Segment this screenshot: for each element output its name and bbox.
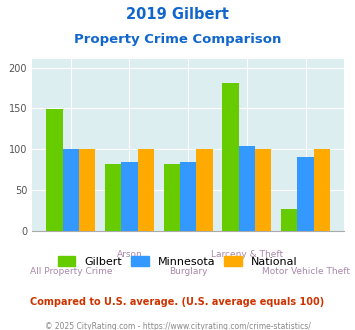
Text: Larceny & Theft: Larceny & Theft <box>211 250 283 259</box>
Bar <box>222 83 239 231</box>
Text: All Property Crime: All Property Crime <box>29 267 112 276</box>
Text: Arson: Arson <box>116 250 142 259</box>
Bar <box>164 164 180 231</box>
Bar <box>46 109 62 231</box>
Bar <box>314 149 330 231</box>
Legend: Gilbert, Minnesota, National: Gilbert, Minnesota, National <box>58 255 297 267</box>
Text: 2019 Gilbert: 2019 Gilbert <box>126 7 229 21</box>
Text: © 2025 CityRating.com - https://www.cityrating.com/crime-statistics/: © 2025 CityRating.com - https://www.city… <box>45 322 310 330</box>
Bar <box>239 146 255 231</box>
Text: Property Crime Comparison: Property Crime Comparison <box>74 33 281 46</box>
Bar <box>138 149 154 231</box>
Text: Burglary: Burglary <box>169 267 207 276</box>
Bar <box>255 149 272 231</box>
Text: Motor Vehicle Theft: Motor Vehicle Theft <box>262 267 350 276</box>
Bar <box>297 157 314 231</box>
Bar <box>121 162 138 231</box>
Bar <box>79 149 95 231</box>
Text: Compared to U.S. average. (U.S. average equals 100): Compared to U.S. average. (U.S. average … <box>31 297 324 307</box>
Bar <box>62 149 79 231</box>
Bar <box>180 162 196 231</box>
Bar <box>196 149 213 231</box>
Bar <box>281 209 297 231</box>
Bar <box>105 164 121 231</box>
